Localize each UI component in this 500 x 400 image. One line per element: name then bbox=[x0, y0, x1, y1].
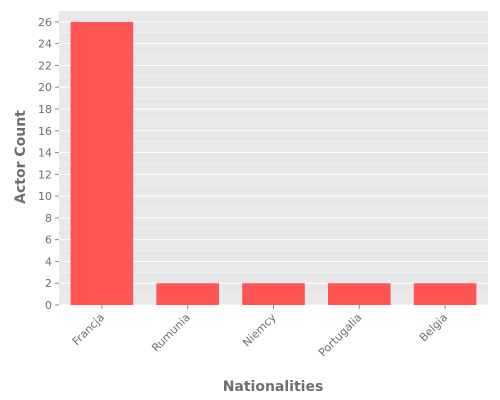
y-tick-label: 0 bbox=[45, 299, 52, 312]
bar-portugalia bbox=[327, 283, 391, 305]
y-tick-label: 2 bbox=[45, 277, 52, 290]
y-axis-title: Actor Count bbox=[13, 110, 29, 204]
bar-niemcy bbox=[242, 283, 305, 305]
x-axis-ticks: Francja Rumunia Niemcy Portugalia Belgia bbox=[70, 305, 450, 359]
y-tick-label: 16 bbox=[38, 125, 52, 138]
x-tick-label: Rumunia bbox=[149, 311, 193, 355]
x-tick-label: Niemcy bbox=[240, 311, 279, 350]
y-tick-label: 24 bbox=[38, 38, 52, 51]
bar-rumunia bbox=[156, 283, 220, 305]
y-tick-label: 26 bbox=[38, 16, 52, 29]
x-axis-title: Nationalities bbox=[223, 379, 324, 395]
bar-belgia bbox=[413, 283, 477, 305]
x-tick-label: Francja bbox=[70, 311, 107, 348]
y-tick-label: 6 bbox=[45, 234, 52, 247]
y-tick-label: 4 bbox=[45, 255, 52, 268]
y-tick-label: 22 bbox=[38, 59, 52, 72]
y-tick-label: 10 bbox=[38, 190, 52, 203]
y-tick-label: 20 bbox=[38, 81, 52, 94]
x-tick-label: Portugalia bbox=[316, 311, 364, 359]
y-tick-label: 8 bbox=[45, 212, 52, 225]
x-tick-label: Belgia bbox=[417, 311, 450, 344]
y-tick-label: 18 bbox=[38, 103, 52, 116]
y-tick-label: 14 bbox=[38, 147, 52, 160]
bar-francja bbox=[70, 21, 134, 306]
y-tick-label: 12 bbox=[38, 168, 52, 181]
bars bbox=[70, 21, 477, 306]
